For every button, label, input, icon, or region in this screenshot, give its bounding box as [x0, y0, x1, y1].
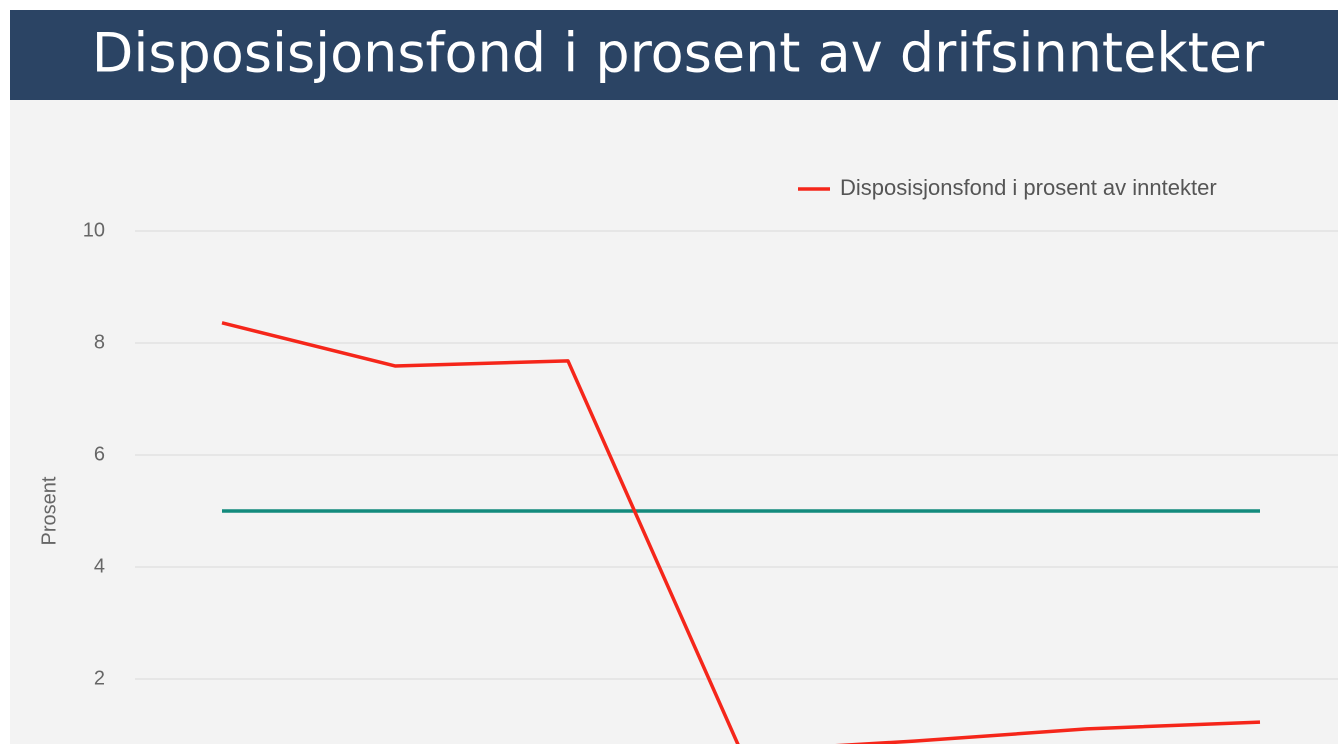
left-margin [0, 10, 10, 744]
y-tick-label: 8 [94, 331, 105, 353]
y-tick-label: 2 [94, 667, 105, 689]
title-bar [10, 10, 1338, 100]
data-line [221, 321, 1261, 744]
y-tick-label: 6 [94, 443, 105, 465]
y-tick-label: 4 [94, 555, 105, 577]
top-margin [0, 0, 1338, 10]
legend-label: Disposisjonsfond i prosent av inntekter [840, 175, 1217, 200]
y-axis-label: Prosent [38, 476, 60, 545]
chart-title: Disposisjonsfond i prosent av drifsinnte… [92, 22, 1265, 85]
y-tick-label: 10 [83, 219, 105, 241]
